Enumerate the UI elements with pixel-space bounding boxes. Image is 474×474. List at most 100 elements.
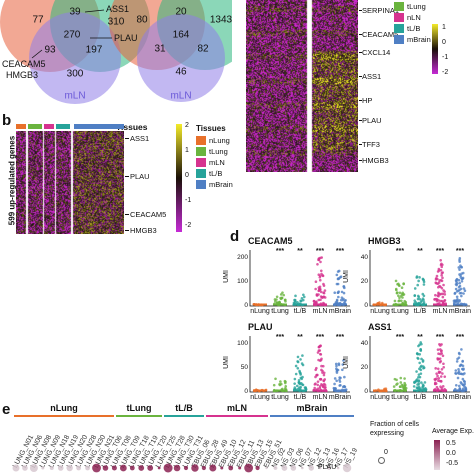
- panel-d-point: [463, 372, 466, 375]
- panel-e-dot: [318, 466, 322, 470]
- panel-d-point: [440, 367, 444, 371]
- panel-d-point: [333, 377, 337, 380]
- venn-left-gene-plau: PLAU: [114, 33, 138, 43]
- panel-d-point: [316, 262, 319, 266]
- panel-d-point: [435, 274, 439, 278]
- panel-d-plot-title: PLAU: [248, 322, 273, 332]
- panel-d-point: [397, 294, 400, 298]
- panel-d-point: [314, 368, 317, 372]
- panel-d-point: [274, 377, 277, 381]
- panel-d-point: [440, 271, 444, 275]
- panel-d-sig: **: [297, 334, 303, 341]
- panel-c-gene-label: ASS1: [362, 72, 382, 81]
- panel-d-point: [400, 286, 404, 290]
- panel-d-point: [283, 379, 287, 383]
- panel-d-point: [316, 380, 320, 383]
- panel-d-point: [392, 385, 396, 388]
- panel-d-point: [296, 366, 300, 370]
- panel-d-point: [335, 298, 339, 302]
- panel-e-dot: [92, 463, 101, 473]
- panel-d-point: [323, 378, 327, 381]
- panel-d-point: [460, 279, 464, 283]
- panel-d-point: [440, 262, 443, 266]
- panel-d-point: [437, 377, 441, 380]
- panel-d-point: [293, 298, 296, 302]
- panel-d-point: [335, 273, 339, 277]
- panel-e-dot: [336, 466, 340, 470]
- panel-d-point: [399, 376, 403, 380]
- panel-d-point: [279, 297, 283, 301]
- panel-d-point: [457, 368, 460, 371]
- panel-d-point: [440, 274, 443, 277]
- panel-d-point: [335, 371, 339, 374]
- panel-d-point: [412, 385, 416, 388]
- venn-right-right-overlap: 82: [197, 43, 209, 55]
- panel-d-point: [458, 268, 461, 271]
- panel-b-scale-tick: -1: [185, 197, 192, 204]
- panel-c-gene-tick: [359, 120, 362, 121]
- panel-d-point: [419, 341, 423, 344]
- panel-d-point: [438, 379, 442, 383]
- panel-d-point: [395, 378, 398, 382]
- panel-d-point: [442, 362, 445, 366]
- panel-d-point: [342, 359, 345, 362]
- panel-d-point: [442, 283, 445, 287]
- panel-d-point: [436, 358, 440, 361]
- panel-d-point: [433, 378, 437, 381]
- panel-d-point: [384, 387, 388, 390]
- panel-d-point: [318, 278, 322, 282]
- panel-e-group-bar: [270, 415, 354, 417]
- panel-b-scale-tick: 2: [185, 122, 189, 129]
- panel-d-sig: ***: [335, 248, 345, 255]
- panel-b-legend-label: mLN: [209, 158, 225, 167]
- panel-d-plot-title: HMGB3: [368, 236, 401, 246]
- panel-d-point: [435, 372, 438, 375]
- panel-d-ytick: 40: [360, 340, 368, 347]
- panel-d-point: [443, 375, 447, 378]
- panel-b-legend-swatch: [196, 147, 206, 156]
- panel-e-group-bar: [14, 415, 114, 417]
- panel-d-point: [314, 287, 317, 291]
- panel-b-legend-swatch: [196, 158, 206, 167]
- panel-d-point: [275, 298, 278, 301]
- panel-d-point: [436, 374, 439, 378]
- panel-d-point: [302, 293, 305, 297]
- panel-e-dot: [49, 466, 54, 470]
- panel-d-point: [299, 358, 302, 361]
- panel-e-dot: [12, 464, 20, 472]
- panel-d-point: [301, 383, 305, 387]
- panel-d-point: [338, 376, 341, 379]
- panel-d-ytick: 50: [240, 364, 248, 371]
- panel-d-ylabel: UMI: [342, 270, 350, 283]
- panel-d-ytick: 100: [237, 278, 248, 285]
- panel-d-point: [299, 299, 302, 303]
- panel-d-sig: ***: [455, 334, 465, 341]
- panel-d-point: [456, 376, 460, 380]
- panel-d-point: [437, 371, 441, 375]
- panel-d-point: [435, 282, 438, 285]
- panel-e-size-legend-title: Fraction of cells expressing: [370, 421, 420, 437]
- panel-d-point: [319, 378, 322, 381]
- panel-d-point: [298, 369, 301, 373]
- panel-c-heatmap: [246, 0, 358, 172]
- panel-d-point: [436, 285, 440, 289]
- panel-e-dot-row: [12, 463, 352, 473]
- panel-b-tissues-label: Tissues: [116, 122, 148, 132]
- panel-d-point: [398, 291, 402, 295]
- venn-left-gene-ceacam5: CEACAM5: [2, 59, 46, 69]
- panel-d-point: [462, 383, 465, 387]
- panel-d-point: [418, 361, 421, 365]
- panel-e-group-label: mBrain: [296, 403, 328, 413]
- panel-d-point: [457, 278, 461, 282]
- panel-d-xtick: nLung: [370, 308, 390, 315]
- panel-d-point: [333, 382, 336, 386]
- panel-d-point: [419, 349, 423, 352]
- panel-d-point: [274, 300, 277, 303]
- panel-e-dot: [308, 465, 314, 471]
- panel-d-point: [454, 282, 458, 286]
- panel-d-point: [294, 294, 297, 298]
- panel-d-point: [320, 368, 323, 372]
- panel-d-point: [312, 299, 316, 303]
- venn-left-bottom-only: 300: [66, 68, 84, 80]
- panel-d-point: [322, 282, 325, 286]
